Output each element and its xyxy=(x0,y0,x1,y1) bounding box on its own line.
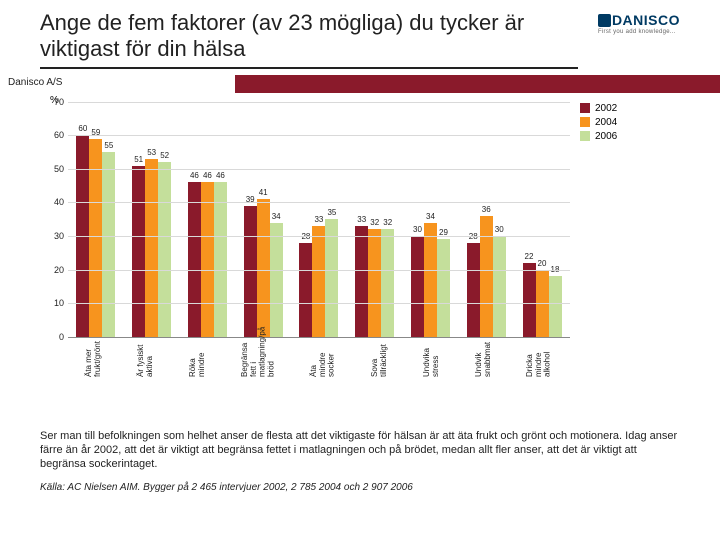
bar-group: 515352 xyxy=(132,159,171,337)
band-label: Danisco A/S xyxy=(0,75,235,93)
bar: 32 xyxy=(381,229,394,336)
bar-value: 22 xyxy=(525,252,534,261)
bar-value: 46 xyxy=(203,171,212,180)
x-label: Sova tillräckligt xyxy=(371,339,389,377)
bar-chart: % 010203040506070 6059555153524646463941… xyxy=(40,97,680,377)
bar: 51 xyxy=(132,166,145,337)
bar-value: 53 xyxy=(147,148,156,157)
bar-value: 60 xyxy=(78,124,87,133)
bar-value: 46 xyxy=(216,171,225,180)
x-label: Äta mer frukt/grönt xyxy=(85,339,103,377)
gridline xyxy=(68,270,570,271)
body-text: Ser man till befolkningen som helhet ans… xyxy=(0,377,720,472)
bar-value: 51 xyxy=(134,155,143,164)
bar-value: 30 xyxy=(413,225,422,234)
bar: 34 xyxy=(270,223,283,337)
bar-value: 55 xyxy=(104,141,113,150)
bar: 46 xyxy=(201,182,214,336)
legend-item: 2006 xyxy=(580,131,680,142)
bar: 28 xyxy=(299,243,312,337)
gridline xyxy=(68,135,570,136)
bar: 30 xyxy=(411,236,424,337)
bar-value: 35 xyxy=(327,208,336,217)
legend-label: 2006 xyxy=(595,131,617,142)
x-label: Undvik snabbmat xyxy=(475,339,493,377)
bar: 55 xyxy=(102,152,115,337)
y-tick: 40 xyxy=(54,197,64,207)
bar-value: 34 xyxy=(426,212,435,221)
bar-group: 303429 xyxy=(411,223,450,337)
y-tick: 20 xyxy=(54,265,64,275)
x-label: Dricka mindre alkohol xyxy=(526,339,552,377)
bar: 33 xyxy=(312,226,325,337)
bar-group: 283630 xyxy=(467,216,506,337)
y-tick: 10 xyxy=(54,298,64,308)
legend: 2002 2004 2006 xyxy=(580,103,680,145)
gridline xyxy=(68,169,570,170)
bar: 46 xyxy=(214,182,227,336)
band-fill xyxy=(235,75,720,93)
bar: 53 xyxy=(145,159,158,337)
bar-value: 36 xyxy=(482,205,491,214)
x-label: Undvika stress xyxy=(423,339,441,377)
bar-value: 32 xyxy=(370,218,379,227)
company-band: Danisco A/S xyxy=(0,75,720,93)
page-title: Ange de fem faktorer (av 23 mögliga) du … xyxy=(40,10,578,69)
bar-group: 464646 xyxy=(188,182,227,336)
bar: 41 xyxy=(257,199,270,337)
y-tick: 30 xyxy=(54,231,64,241)
bar: 30 xyxy=(493,236,506,337)
legend-item: 2004 xyxy=(580,117,680,128)
bar-group: 394134 xyxy=(244,199,283,337)
bar-group: 333232 xyxy=(355,226,394,337)
legend-label: 2002 xyxy=(595,103,617,114)
bar: 52 xyxy=(158,162,171,337)
logo-brand: DANISCO xyxy=(612,12,680,28)
logo-tagline: First you add knowledge... xyxy=(598,29,676,35)
bar-value: 34 xyxy=(272,212,281,221)
bar: 22 xyxy=(523,263,536,337)
x-label: Röka mindre xyxy=(189,339,207,377)
bar-value: 32 xyxy=(383,218,392,227)
source-text: Källa: AC Nielsen AIM. Bygger på 2 465 i… xyxy=(0,472,720,493)
bar-value: 30 xyxy=(495,225,504,234)
bar-value: 41 xyxy=(259,188,268,197)
bar: 32 xyxy=(368,229,381,336)
x-label: Äta mindre socker xyxy=(310,339,336,377)
legend-item: 2002 xyxy=(580,103,680,114)
bar-value: 46 xyxy=(190,171,199,180)
gridline xyxy=(68,236,570,237)
bar-value: 52 xyxy=(160,151,169,160)
y-tick: 70 xyxy=(54,97,64,107)
bar: 39 xyxy=(244,206,257,337)
legend-swatch xyxy=(580,103,590,113)
gridline xyxy=(68,303,570,304)
bar: 34 xyxy=(424,223,437,337)
legend-swatch xyxy=(580,117,590,127)
bar-group: 222018 xyxy=(523,263,562,337)
bar: 29 xyxy=(437,239,450,336)
bar: 46 xyxy=(188,182,201,336)
bar: 36 xyxy=(480,216,493,337)
legend-swatch xyxy=(580,131,590,141)
y-tick: 60 xyxy=(54,130,64,140)
bar: 33 xyxy=(355,226,368,337)
x-label: Begränsa fett i matlagning/på bröd xyxy=(241,339,276,377)
x-label: Är fysiskt aktiva xyxy=(137,339,155,377)
bar-value: 33 xyxy=(357,215,366,224)
bar: 28 xyxy=(467,243,480,337)
gridline xyxy=(68,202,570,203)
bar-value: 20 xyxy=(538,259,547,268)
y-tick: 0 xyxy=(59,332,64,342)
logo: DANISCO First you add knowledge... xyxy=(598,12,680,35)
gridline xyxy=(68,102,570,103)
bar-value: 33 xyxy=(314,215,323,224)
bar: 18 xyxy=(549,276,562,336)
legend-label: 2004 xyxy=(595,117,617,128)
y-tick: 50 xyxy=(54,164,64,174)
